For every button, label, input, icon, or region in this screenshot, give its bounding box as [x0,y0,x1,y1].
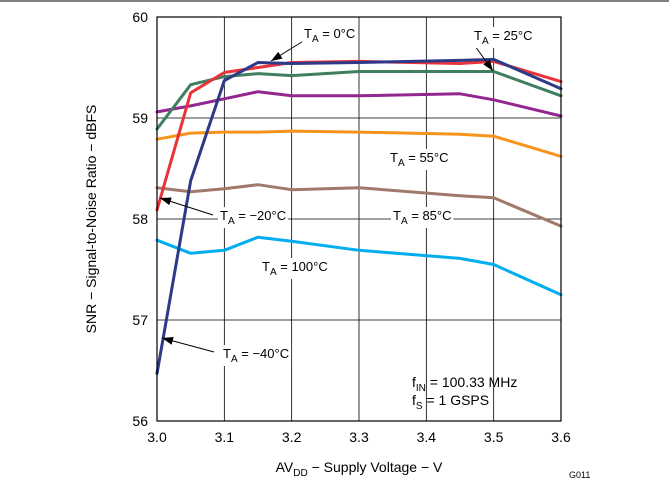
x-axis-label: AVDD − Supply Voltage − V [276,459,443,479]
series-line [155,70,563,131]
x-tick-label: 3.5 [484,429,504,445]
series-line [155,90,563,118]
annotation-backdrop [260,258,330,279]
annotation-arrowhead [162,336,174,345]
series-lines [155,57,563,375]
annotation-backdrop [218,207,289,228]
series-line [155,129,563,158]
annotation-label: TA = 0°C [304,26,355,45]
annotation-label: TA = 25°C [474,28,533,47]
x-tick-label: 3.4 [417,429,437,445]
annotation-labels: TA = 0°C TA = 25°C TA = 55°C TA = −20°C TA =… [218,25,535,366]
annotation-arrowhead [271,51,283,61]
tick-labels: 3.0 3.1 3.2 3.3 3.4 3.5 3.6 56 57 58 59 60 [132,9,571,445]
x-tick-label: 3.1 [215,429,235,445]
annotation-backdrop [221,345,292,366]
y-tick-label: 56 [132,413,148,429]
annotation-arrows [159,39,494,353]
series-line [155,57,563,375]
x-tick-label: 3.2 [282,429,302,445]
annotation-label: TA = 55°C [390,150,449,169]
annotation-backdrop [472,27,535,48]
y-tick-label: 59 [132,110,148,126]
x-tick-label: 3.6 [551,429,571,445]
annotation-arrowhead [160,197,172,206]
annotation-label: TA = 100°C [262,259,328,278]
annotation-label: TA = −40°C [223,346,289,365]
y-axis-label: SNR − Signal-to-Noise Ratio − dBFS [83,105,99,334]
plot-frame [156,16,562,422]
annotation-backdrop [302,25,358,46]
annotation-label: TA = 85°C [393,208,452,227]
annotation-backdrop [391,207,454,228]
series-line [155,183,563,228]
series-line [155,235,563,297]
x-tick-label: 3.3 [349,429,369,445]
condition-text: fS = 1 GSPS [412,392,489,412]
annotation-arrowhead [483,59,493,71]
x-tick-label: 3.0 [147,429,167,445]
y-tick-label: 60 [132,9,148,25]
condition-text: fIN = 100.33 MHz [412,374,517,394]
annotation-backdrop [388,149,451,170]
y-tick-label: 57 [132,312,148,328]
annotation-label: TA = −20°C [220,208,286,227]
y-tick-label: 58 [132,211,148,227]
figure-code: G011 [569,470,590,480]
